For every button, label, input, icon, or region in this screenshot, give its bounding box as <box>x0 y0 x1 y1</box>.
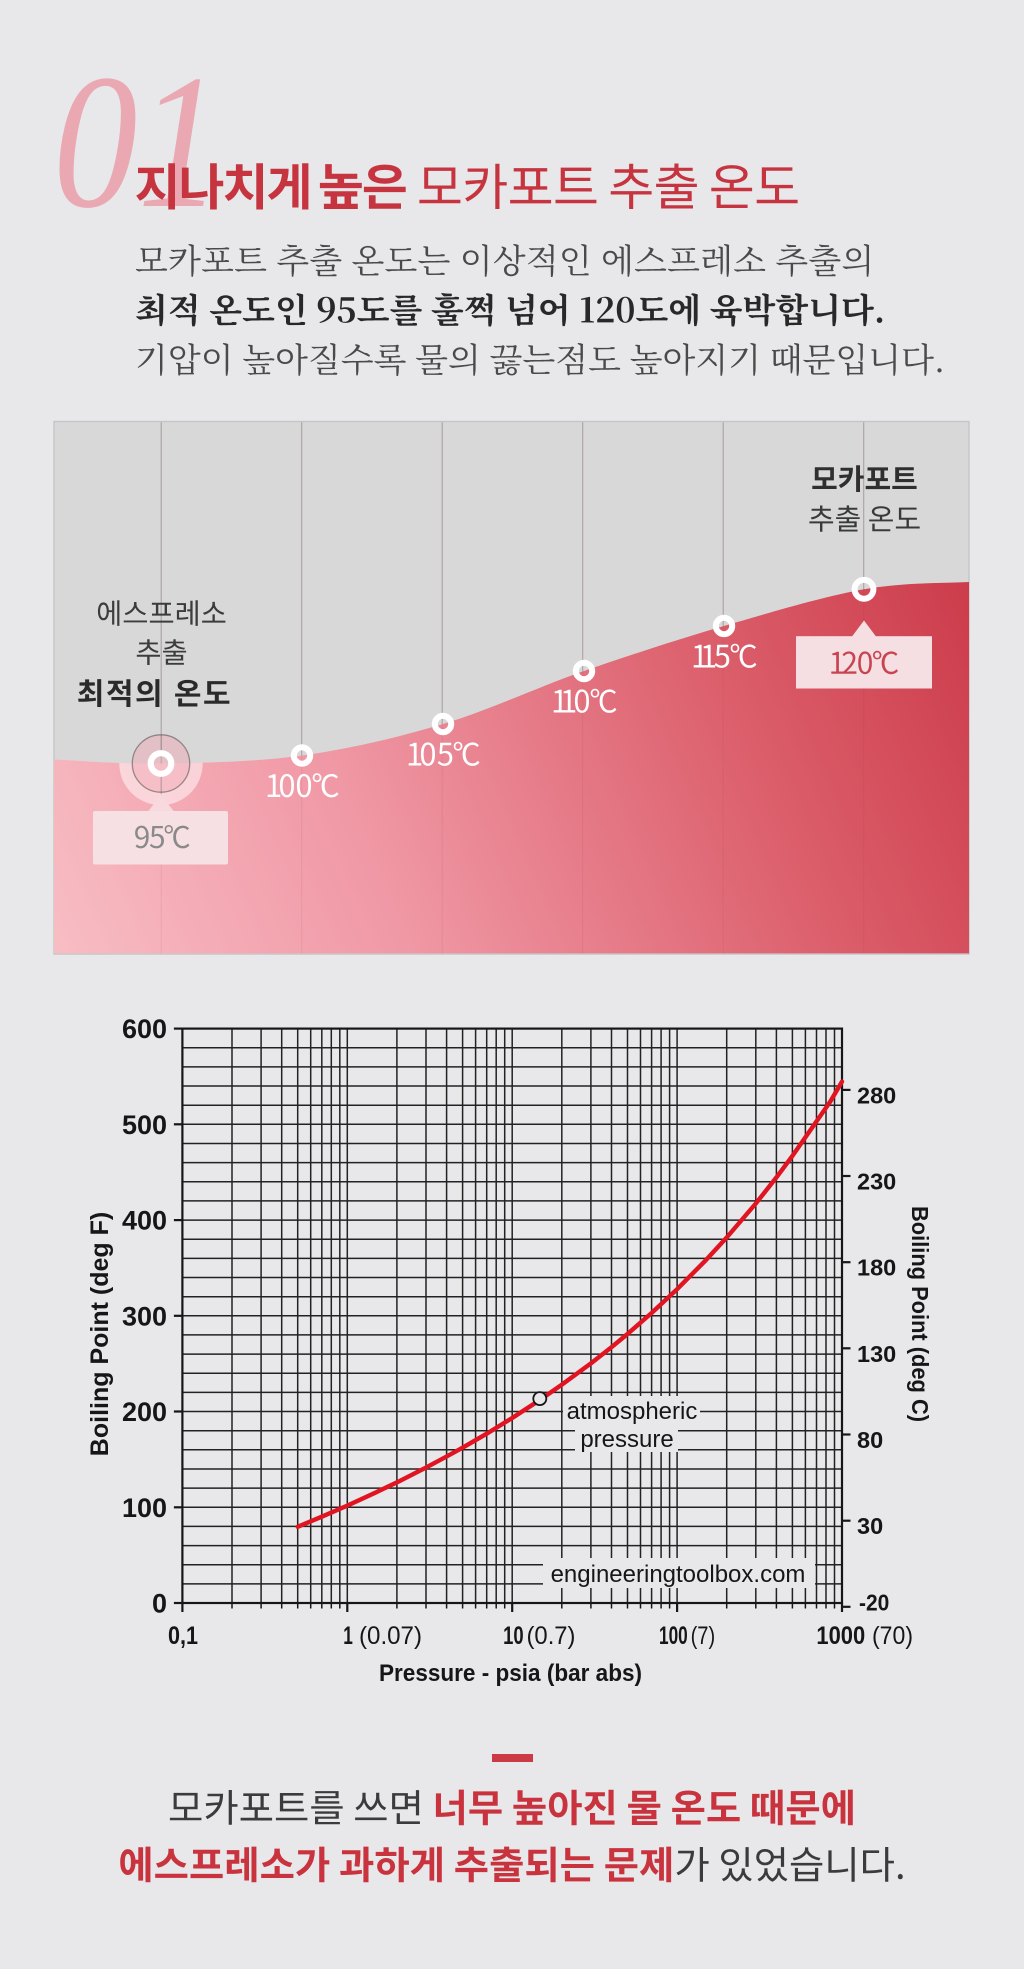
svg-text:(0.7): (0.7) <box>527 1622 576 1650</box>
svg-text:280: 280 <box>857 1082 896 1108</box>
svg-text:(70): (70) <box>872 1622 913 1650</box>
svg-text:Boiling Point (deg C): Boiling Point (deg C) <box>907 1206 933 1422</box>
svg-text:Boiling Point (deg F): Boiling Point (deg F) <box>86 1212 114 1456</box>
svg-text:80: 80 <box>857 1427 883 1453</box>
svg-text:10: 10 <box>503 1622 523 1650</box>
svg-text:230: 230 <box>857 1169 896 1195</box>
svg-text:100: 100 <box>659 1622 688 1650</box>
svg-text:0: 0 <box>152 1589 167 1619</box>
svg-text:500: 500 <box>122 1110 167 1140</box>
svg-text:200: 200 <box>122 1397 167 1427</box>
svg-text:180: 180 <box>857 1255 896 1281</box>
svg-text:(0.07): (0.07) <box>359 1622 422 1650</box>
svg-text:1000: 1000 <box>816 1622 865 1650</box>
svg-text:-20: -20 <box>859 1590 889 1616</box>
svg-text:Pressure - psia (bar abs): Pressure - psia (bar abs) <box>379 1660 642 1687</box>
svg-text:30: 30 <box>857 1513 883 1539</box>
svg-text:100: 100 <box>122 1493 167 1523</box>
svg-text:130: 130 <box>857 1341 896 1367</box>
svg-text:engineeringtoolbox.com: engineeringtoolbox.com <box>551 1561 806 1588</box>
svg-text:1: 1 <box>343 1622 353 1650</box>
svg-text:300: 300 <box>122 1301 167 1331</box>
svg-text:400: 400 <box>122 1206 167 1236</box>
svg-text:0,1: 0,1 <box>168 1622 198 1650</box>
svg-text:pressure: pressure <box>580 1426 673 1453</box>
svg-text:(7): (7) <box>691 1622 716 1650</box>
svg-text:atmospheric: atmospheric <box>567 1398 698 1425</box>
svg-text:600: 600 <box>122 1014 167 1044</box>
svg-text:01: 01 <box>53 35 222 248</box>
